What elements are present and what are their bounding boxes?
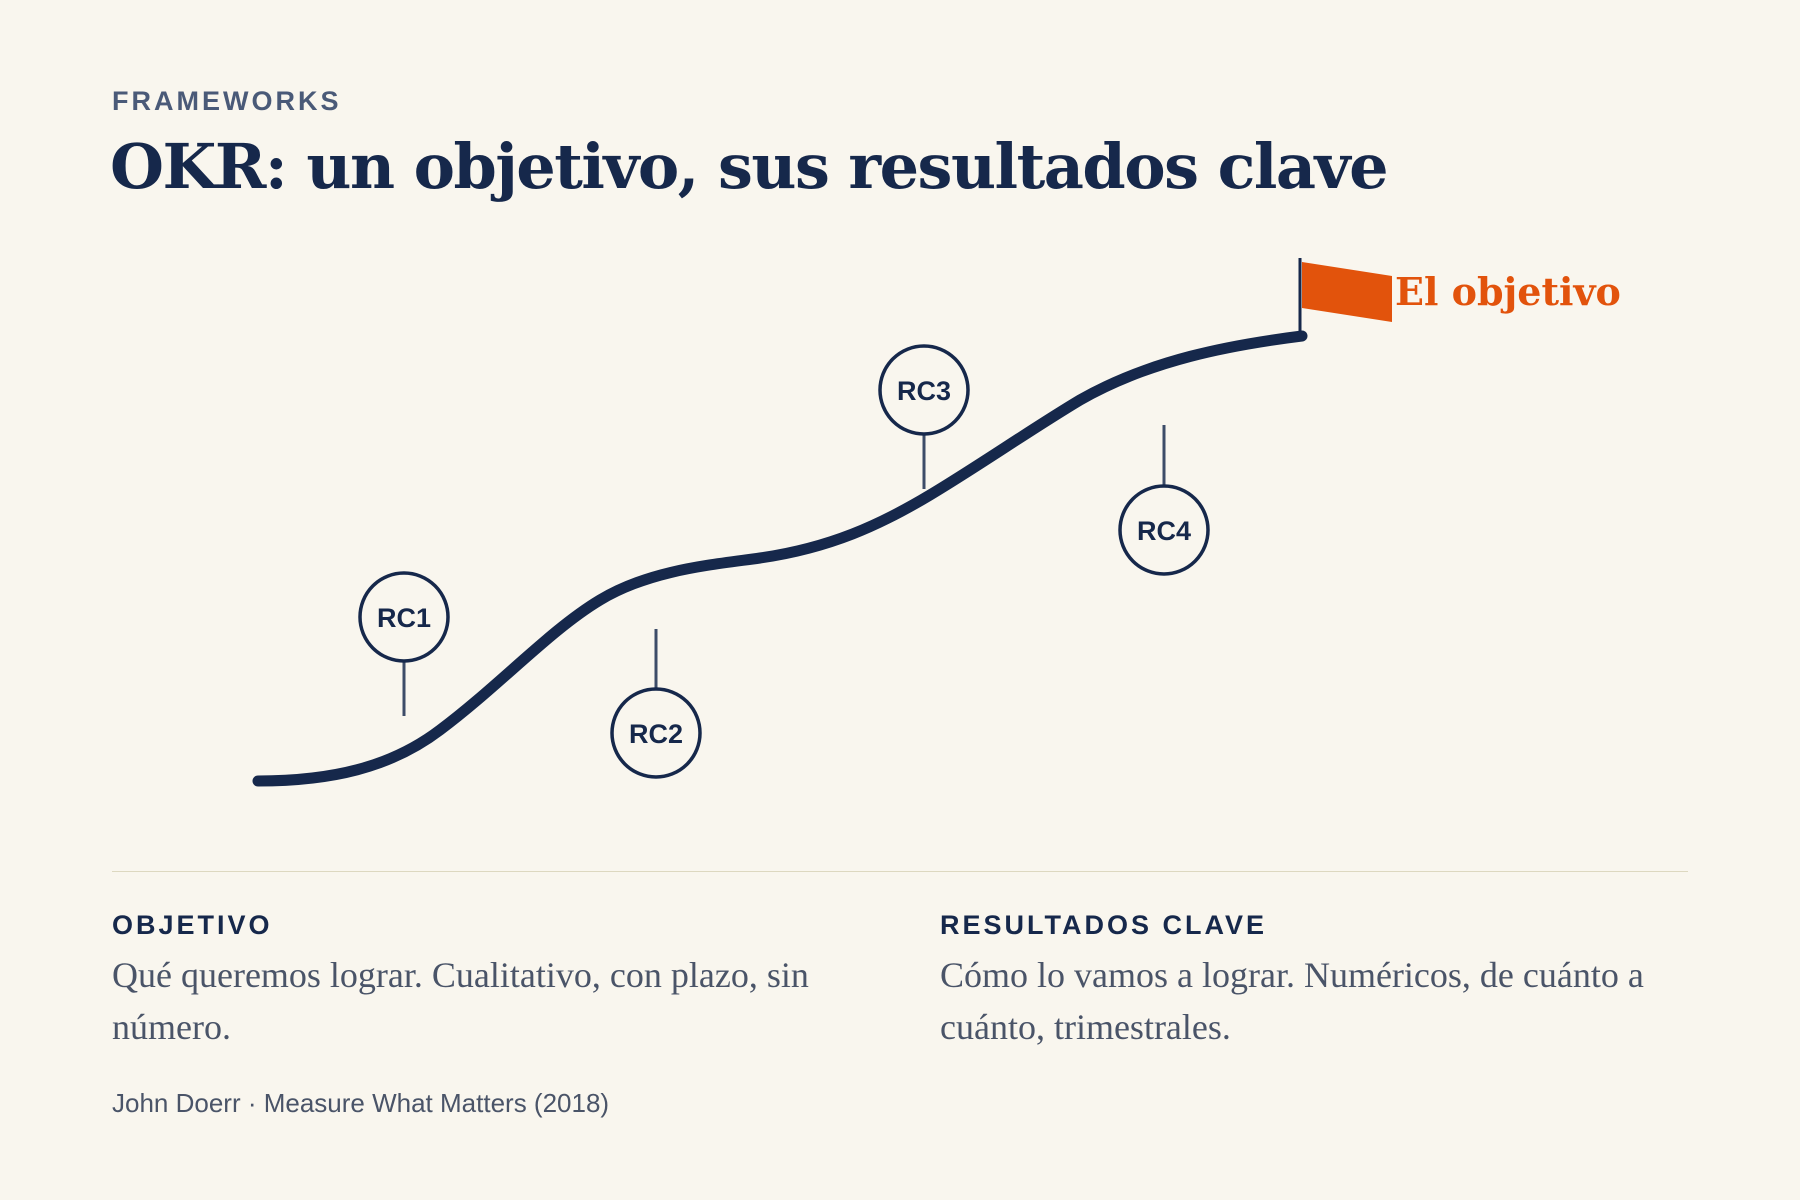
kr-label: RC2 [629, 719, 683, 749]
marker-circle [358, 571, 450, 663]
objective-column: OBJETIVO Qué queremos lograr. Cualitativ… [112, 910, 872, 1053]
objective-heading: OBJETIVO [112, 910, 273, 940]
flag-icon [1302, 262, 1392, 322]
marker-circle [610, 687, 702, 779]
kr-label: RC4 [1137, 516, 1191, 546]
marker-circle [1118, 484, 1210, 576]
key-result-marker-rc2: RC2 [610, 629, 702, 779]
kr-label: RC1 [377, 603, 431, 633]
key-results-description: Cómo lo vamos a lograr. Numéricos, de cu… [940, 955, 1644, 1047]
section-eyebrow: FRAMEWORKS [112, 86, 342, 116]
key-results-column: RESULTADOS CLAVE Cómo lo vamos a lograr.… [940, 910, 1700, 1053]
section-divider [112, 871, 1688, 872]
key-result-marker-rc3: RC3 [878, 344, 970, 489]
marker-circle [878, 344, 970, 436]
key-result-marker-rc1: RC1 [358, 571, 450, 716]
goal-flag: El objetivo [1298, 258, 1621, 338]
key-result-marker-rc4: RC4 [1118, 425, 1210, 576]
progress-path [252, 330, 1308, 787]
source-credit: John Doerr · Measure What Matters (2018) [112, 1088, 610, 1118]
key-results-heading: RESULTADOS CLAVE [940, 910, 1268, 940]
objective-description: Qué queremos lograr. Cualitativo, con pl… [112, 955, 809, 1047]
goal-label: El objetivo [1395, 269, 1621, 314]
page-title: OKR: un objetivo, sus resultados clave [110, 130, 1389, 203]
kr-label: RC3 [897, 376, 951, 406]
